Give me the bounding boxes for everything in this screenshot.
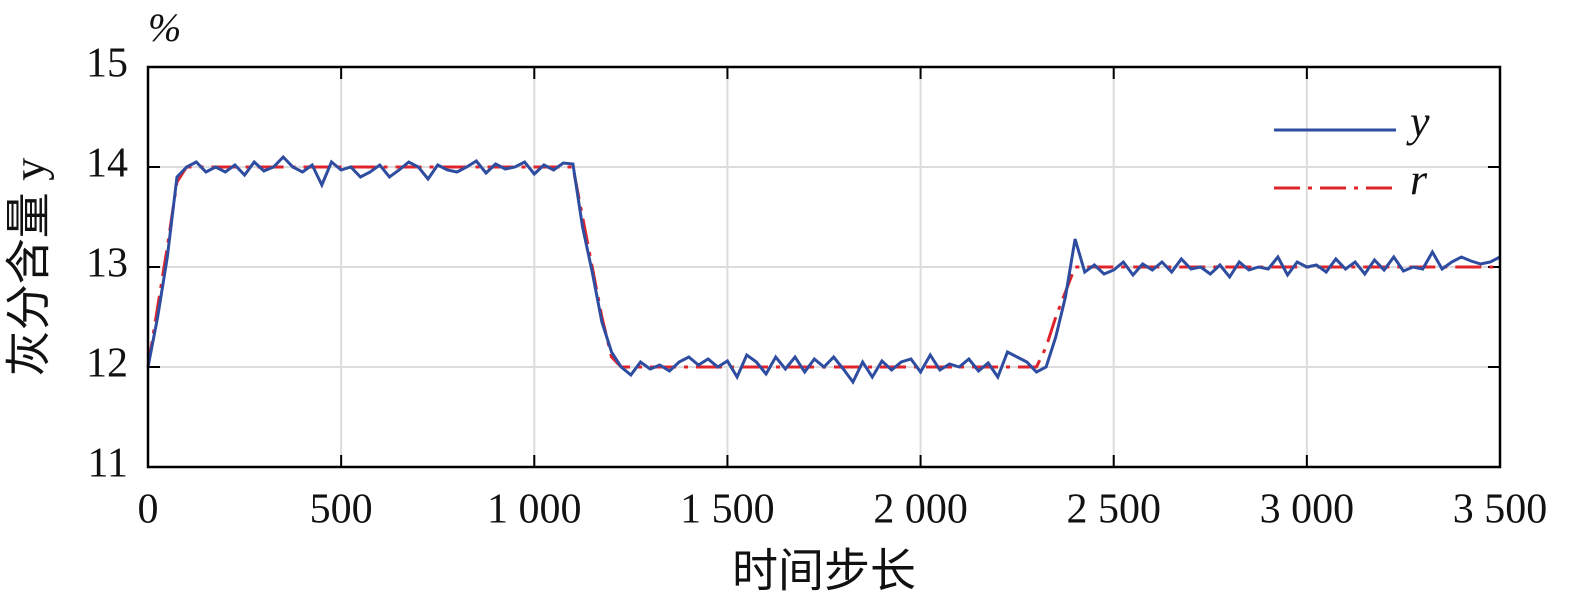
series-line (146, 154, 1501, 385)
x-tick-label: 3 500 (1453, 487, 1548, 533)
x-axis-label: 时间步长 (732, 546, 916, 597)
x-tick-label: 2 000 (873, 487, 968, 533)
y-tick-label: 14 (86, 141, 128, 187)
legend-label: y (1406, 97, 1430, 146)
x-tick-label: 3 000 (1260, 487, 1355, 533)
y-tick-label: 12 (86, 341, 128, 387)
y-tick-label: 15 (86, 41, 128, 87)
x-tick-label: 1 000 (487, 487, 582, 533)
x-tick-label: 0 (138, 487, 159, 533)
x-tick-label: 2 500 (1066, 487, 1161, 533)
plot-frame (146, 65, 1502, 469)
unit-label: % (148, 5, 181, 50)
y-tick-label: 13 (86, 241, 128, 287)
y-axis-label: 灰分含量 y (4, 158, 55, 377)
y-tick-label: 11 (88, 441, 128, 487)
x-tick-label: 500 (310, 487, 373, 533)
x-tick-label: 1 500 (680, 487, 775, 533)
legend-label: r (1410, 155, 1428, 204)
